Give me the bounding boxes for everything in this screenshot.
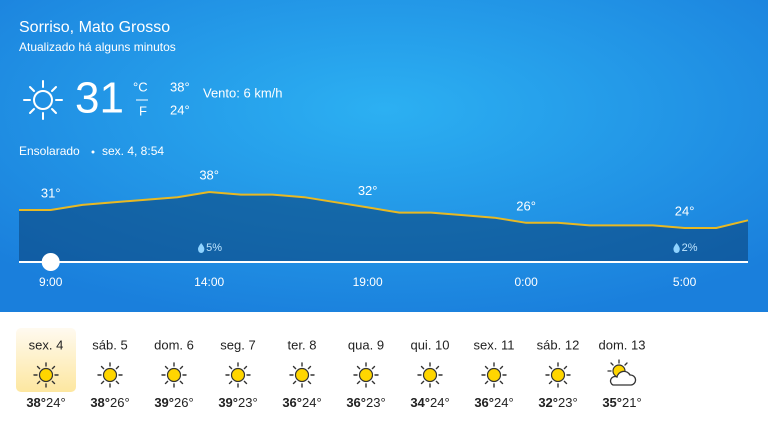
time-label: 0:00 bbox=[514, 275, 538, 289]
day-label: seg. 7 bbox=[220, 337, 255, 352]
day-high: 36° bbox=[282, 395, 302, 410]
day-label: sex. 4 bbox=[29, 337, 64, 352]
temperature-label: 31° bbox=[41, 185, 61, 200]
precip-label: 2% bbox=[682, 242, 698, 254]
selected-day[interactable] bbox=[16, 328, 76, 392]
day-icon bbox=[417, 362, 443, 388]
today-high: 38° bbox=[170, 79, 190, 94]
day-temps: 38°26° bbox=[90, 395, 129, 410]
hourly-chart: 31° 9:00 38° 5% 14:00 32° 19:00 26° 0:00 24° 2% 5:0… bbox=[19, 167, 749, 289]
day-low: 26° bbox=[110, 395, 130, 410]
updated: Atualizado há alguns minutos bbox=[19, 40, 176, 54]
bottom-panel bbox=[0, 312, 768, 436]
day-icon bbox=[33, 362, 59, 388]
unit-celsius[interactable]: °C bbox=[133, 79, 148, 94]
day-low: 24° bbox=[46, 395, 66, 410]
date-time: sex. 4, 8:54 bbox=[102, 144, 164, 158]
time-label: 9:00 bbox=[39, 275, 63, 289]
current-time-marker bbox=[41, 253, 60, 271]
condition: Ensolarado bbox=[19, 144, 80, 158]
day-temps: 34°24° bbox=[410, 395, 449, 410]
temperature-label: 38° bbox=[199, 167, 219, 182]
day-temps: 39°23° bbox=[218, 395, 257, 410]
day-icon bbox=[289, 362, 315, 388]
current-icon bbox=[23, 80, 63, 120]
day-label: qua. 9 bbox=[348, 337, 384, 352]
day-low: 24° bbox=[494, 395, 514, 410]
day-temps: 36°24° bbox=[282, 395, 321, 410]
day-high: 38° bbox=[26, 395, 46, 410]
time-label: 5:00 bbox=[673, 275, 697, 289]
time-label: 19:00 bbox=[353, 275, 383, 289]
separator-dot bbox=[91, 150, 95, 154]
day-temps: 32°23° bbox=[538, 395, 577, 410]
day-icon bbox=[545, 362, 571, 388]
wind: Vento: 6 km/h bbox=[203, 85, 283, 100]
unit-fahrenheit[interactable]: F bbox=[139, 103, 147, 118]
drop-icon bbox=[673, 243, 680, 253]
day-label: sáb. 12 bbox=[537, 337, 580, 352]
day-high: 36° bbox=[474, 395, 494, 410]
day-temps: 35°21° bbox=[602, 395, 641, 410]
day-label: ter. 8 bbox=[288, 337, 317, 352]
day-low: 23° bbox=[366, 395, 386, 410]
location: Sorriso, Mato Grosso bbox=[19, 19, 170, 36]
day-temps: 36°24° bbox=[474, 395, 513, 410]
day-label: sáb. 5 bbox=[92, 337, 127, 352]
day-icon bbox=[481, 362, 507, 388]
day-label: sex. 11 bbox=[474, 337, 515, 352]
day-low: 21° bbox=[622, 395, 642, 410]
day-high: 34° bbox=[410, 395, 430, 410]
daily-forecast: sex. 438°24°sáb. 538°26°dom. 639°26°seg.… bbox=[26, 337, 645, 410]
day-high: 32° bbox=[538, 395, 558, 410]
day-high: 39° bbox=[218, 395, 238, 410]
day-low: 24° bbox=[430, 395, 450, 410]
day-label: dom. 13 bbox=[599, 337, 646, 352]
day-high: 35° bbox=[602, 395, 622, 410]
time-label: 14:00 bbox=[194, 275, 224, 289]
day-low: 26° bbox=[174, 395, 194, 410]
day-icon bbox=[353, 362, 379, 388]
day-high: 39° bbox=[154, 395, 174, 410]
day-low: 23° bbox=[558, 395, 578, 410]
day-label: qui. 10 bbox=[410, 337, 449, 352]
day-low: 24° bbox=[302, 395, 322, 410]
day-label: dom. 6 bbox=[154, 337, 194, 352]
day-high: 36° bbox=[346, 395, 366, 410]
day-temps: 39°26° bbox=[154, 395, 193, 410]
day-icon bbox=[225, 362, 251, 388]
day-temps: 36°23° bbox=[346, 395, 385, 410]
day-temps: 38°24° bbox=[26, 395, 65, 410]
day-icon bbox=[97, 362, 123, 388]
drop-icon bbox=[197, 243, 205, 253]
day-high: 38° bbox=[90, 395, 110, 410]
today-low: 24° bbox=[170, 102, 190, 117]
temperature-label: 32° bbox=[358, 183, 378, 198]
temperature-line bbox=[19, 190, 749, 229]
temperature-label: 26° bbox=[516, 198, 536, 213]
precip-label: 5% bbox=[206, 242, 222, 254]
temperature-label: 24° bbox=[675, 203, 695, 218]
day-icon bbox=[161, 362, 187, 388]
day-low: 23° bbox=[238, 395, 258, 410]
current-temperature: 31 bbox=[75, 74, 124, 123]
